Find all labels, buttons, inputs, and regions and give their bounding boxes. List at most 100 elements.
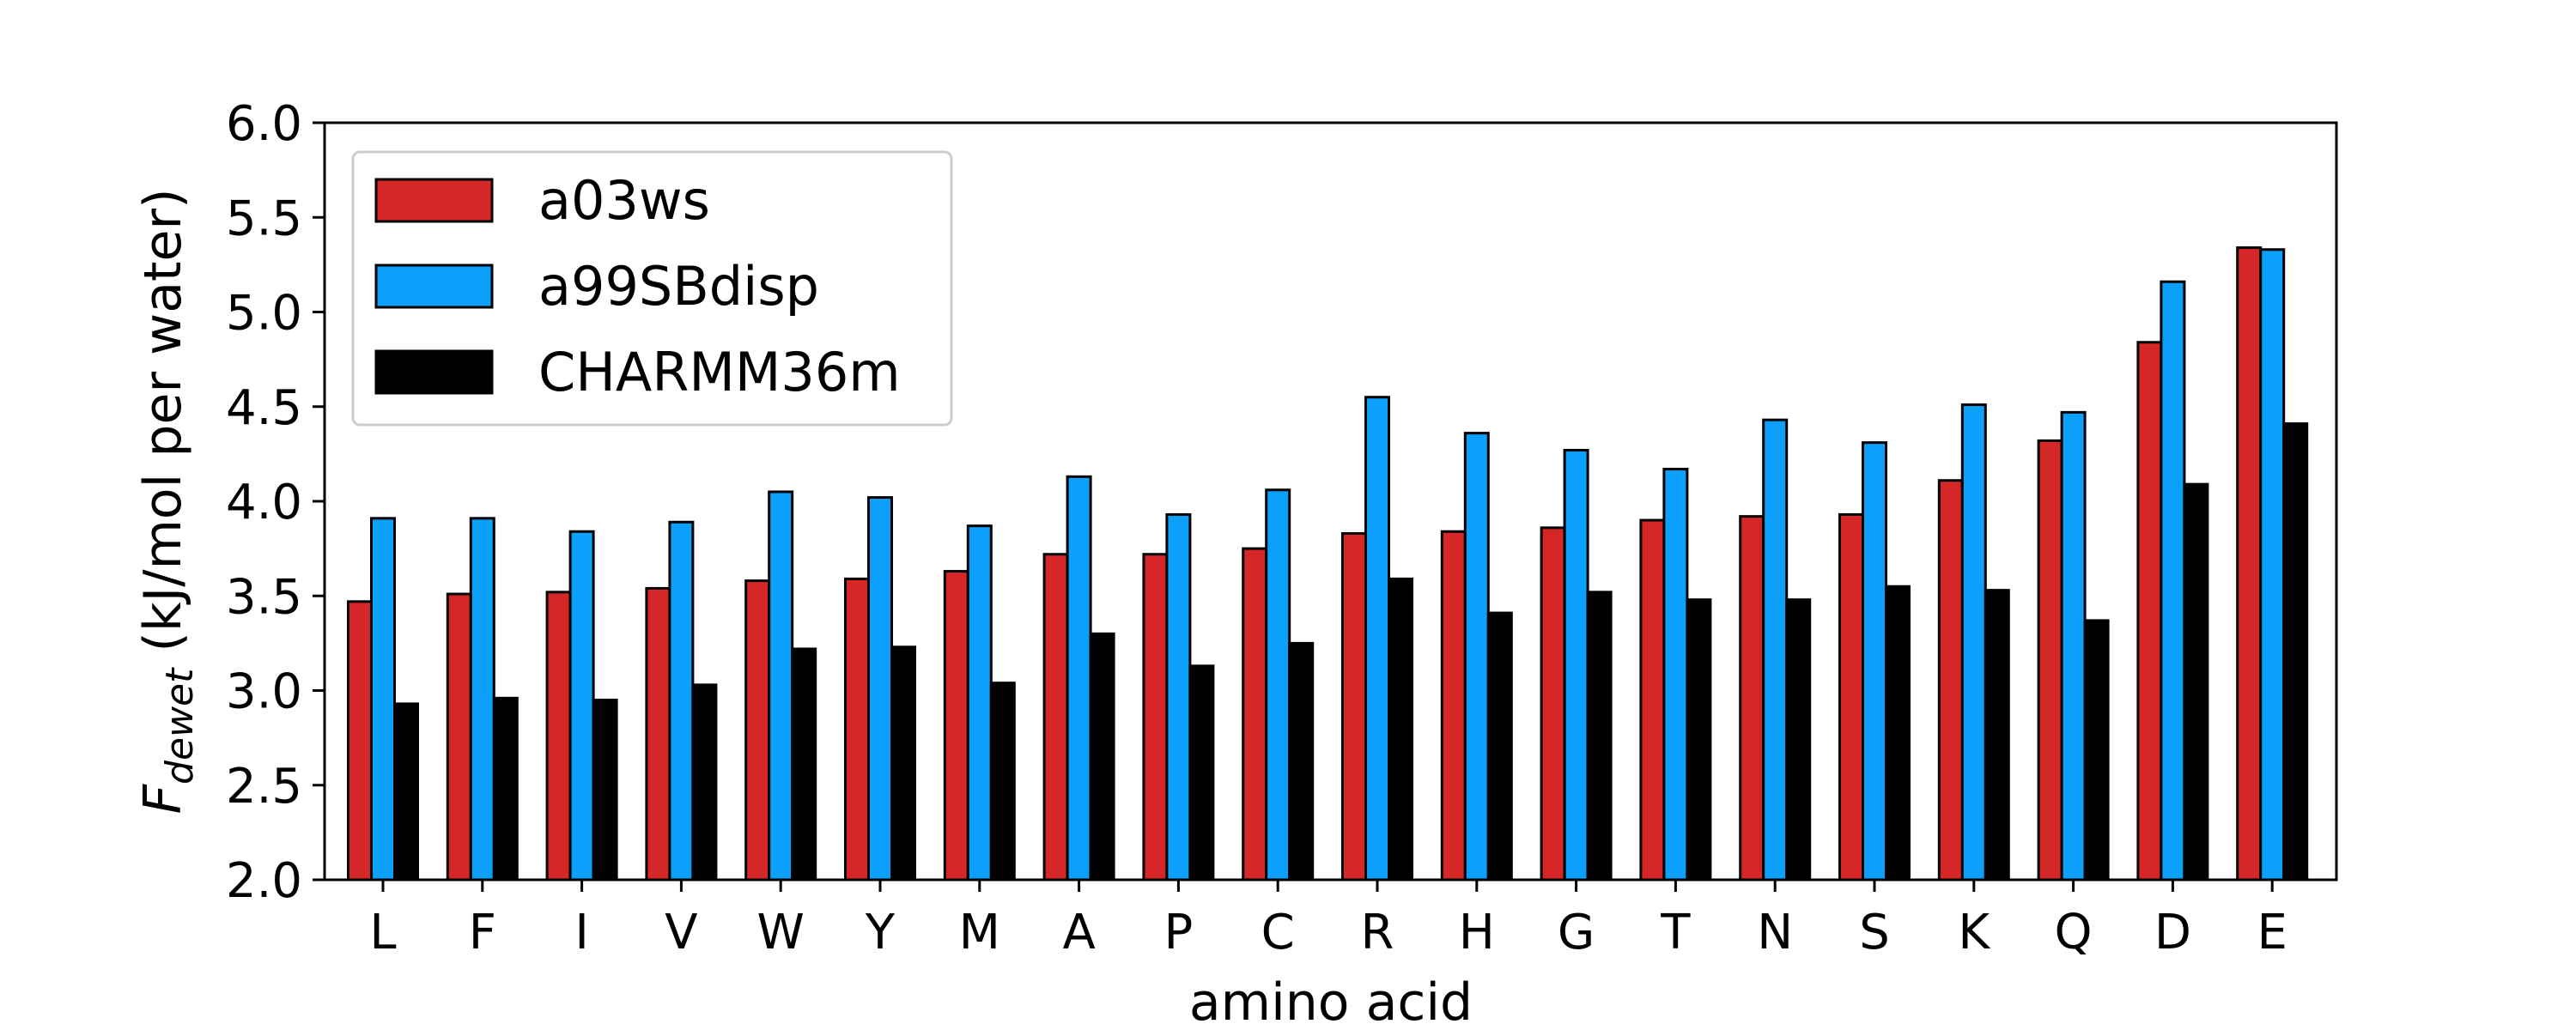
y-tick-label: 4.0 xyxy=(226,475,302,530)
x-tick-label: S xyxy=(1859,905,1890,960)
x-tick-label: T xyxy=(1660,905,1691,960)
bar-a99SBdisp-D xyxy=(2160,280,2186,882)
x-tick-label: P xyxy=(1164,905,1194,960)
bar-a03ws-C xyxy=(1242,547,1268,882)
y-axis-label: Fdewet (kJ/mol per water) xyxy=(133,189,202,815)
bar-CHARMM36m-K xyxy=(1984,589,2010,882)
bar-CHARMM36m-I xyxy=(592,699,618,882)
bar-a03ws-E xyxy=(2236,246,2263,882)
bar-a99SBdisp-T xyxy=(1662,468,1689,882)
bar-CHARMM36m-Y xyxy=(890,645,916,882)
bar-a99SBdisp-S xyxy=(1862,441,1887,882)
y-axis-label-units: (kJ/mol per water) xyxy=(133,189,193,669)
bar-a03ws-F xyxy=(446,592,472,882)
bar-a03ws-I xyxy=(545,591,572,882)
bar-CHARMM36m-S xyxy=(1885,585,1911,882)
bar-a03ws-R xyxy=(1341,531,1367,882)
bar-CHARMM36m-Q xyxy=(2083,619,2110,882)
x-tick-label: M xyxy=(959,905,1000,960)
bar-a03ws-H xyxy=(1440,530,1467,882)
y-axis-label-subscript: dewet xyxy=(158,667,202,785)
x-tick-label: A xyxy=(1062,905,1095,960)
legend-swatch-a03ws xyxy=(374,178,494,223)
bar-CHARMM36m-W xyxy=(791,647,817,882)
bar-a03ws-Q xyxy=(2037,439,2063,882)
x-tick-label: I xyxy=(574,905,589,960)
bar-CHARMM36m-A xyxy=(1089,632,1115,882)
x-tick-label: V xyxy=(665,905,697,960)
bar-CHARMM36m-H xyxy=(1486,611,1513,882)
bar-a99SBdisp-R xyxy=(1364,396,1390,882)
bar-a03ws-D xyxy=(2136,341,2163,882)
bar-a03ws-S xyxy=(1838,512,1864,882)
y-tick-label: 5.0 xyxy=(226,286,302,342)
x-tick-label: F xyxy=(469,905,496,960)
bar-CHARMM36m-M xyxy=(989,682,1016,882)
x-axis-label: amino acid xyxy=(1189,972,1473,1030)
x-tick-label: Q xyxy=(2055,905,2093,960)
bar-a99SBdisp-W xyxy=(768,490,794,882)
bar-a99SBdisp-M xyxy=(966,524,993,882)
bar-a03ws-V xyxy=(645,586,671,882)
bar-a99SBdisp-Q xyxy=(2060,410,2087,882)
bar-a99SBdisp-P xyxy=(1165,512,1192,882)
legend: a03ws a99SBdisp CHARMM36m xyxy=(351,150,953,427)
bar-a99SBdisp-L xyxy=(370,517,396,882)
y-tick-label: 4.5 xyxy=(226,380,302,436)
bar-CHARMM36m-T xyxy=(1686,598,1712,882)
bar-a03ws-P xyxy=(1142,553,1169,882)
bar-a03ws-T xyxy=(1639,518,1666,882)
bar-a99SBdisp-H xyxy=(1463,432,1490,882)
x-tick-label: N xyxy=(1757,905,1793,960)
bar-CHARMM36m-C xyxy=(1288,641,1315,882)
x-tick-label: Y xyxy=(865,905,896,960)
bar-a99SBdisp-V xyxy=(668,520,695,882)
legend-swatch-a99SBdisp xyxy=(374,264,494,309)
bar-a03ws-A xyxy=(1042,553,1069,882)
bar-CHARMM36m-N xyxy=(1785,598,1812,882)
bar-a99SBdisp-Y xyxy=(867,496,893,882)
bar-a99SBdisp-F xyxy=(469,517,495,882)
bar-a03ws-W xyxy=(744,579,771,882)
bar-a03ws-Y xyxy=(844,577,870,882)
bar-CHARMM36m-R xyxy=(1388,577,1413,882)
y-tick-label: 2.5 xyxy=(226,759,302,815)
bar-a99SBdisp-C xyxy=(1265,488,1291,882)
legend-swatch-CHARMM36m xyxy=(374,349,494,395)
bar-CHARMM36m-D xyxy=(2183,482,2209,882)
x-tick-label: K xyxy=(1958,905,1990,960)
bar-a99SBdisp-I xyxy=(568,530,595,882)
bar-a99SBdisp-K xyxy=(1960,403,1987,882)
y-tick-label: 3.5 xyxy=(226,569,302,625)
bar-CHARMM36m-V xyxy=(691,683,718,882)
y-tick-label: 5.5 xyxy=(226,191,302,246)
bar-CHARMM36m-E xyxy=(2282,422,2309,882)
bar-CHARMM36m-F xyxy=(492,696,519,882)
legend-label-a03ws: a03ws xyxy=(538,169,710,232)
bar-a99SBdisp-G xyxy=(1563,448,1589,882)
x-tick-label: C xyxy=(1261,905,1295,960)
legend-label-a99SBdisp: a99SBdisp xyxy=(538,255,819,318)
bars-group xyxy=(347,246,2309,882)
bar-a99SBdisp-A xyxy=(1066,475,1092,882)
x-tick-label: G xyxy=(1558,905,1595,960)
y-axis-label-symbol: F xyxy=(133,783,193,814)
y-tick-label: 2.0 xyxy=(226,853,302,909)
x-tick-label: H xyxy=(1459,905,1495,960)
x-tick-label: E xyxy=(2257,905,2287,960)
bar-a03ws-G xyxy=(1540,526,1566,882)
x-tick-label: D xyxy=(2154,905,2191,960)
bar-CHARMM36m-G xyxy=(1586,591,1613,882)
y-tick-label: 3.0 xyxy=(226,664,302,720)
y-tick-label: 6.0 xyxy=(226,96,302,152)
bar-CHARMM36m-P xyxy=(1188,664,1215,882)
x-tick-label: W xyxy=(757,905,805,960)
y-axis-ticks: 2.0 2.5 3.0 3.5 4.0 4.5 5.0 5.5 6.0 xyxy=(226,96,325,909)
bar-a03ws-L xyxy=(347,600,373,882)
legend-frame xyxy=(351,150,953,427)
bar-a03ws-M xyxy=(943,570,969,882)
bar-a03ws-N xyxy=(1739,515,1765,882)
bar-a03ws-K xyxy=(1937,479,1964,882)
